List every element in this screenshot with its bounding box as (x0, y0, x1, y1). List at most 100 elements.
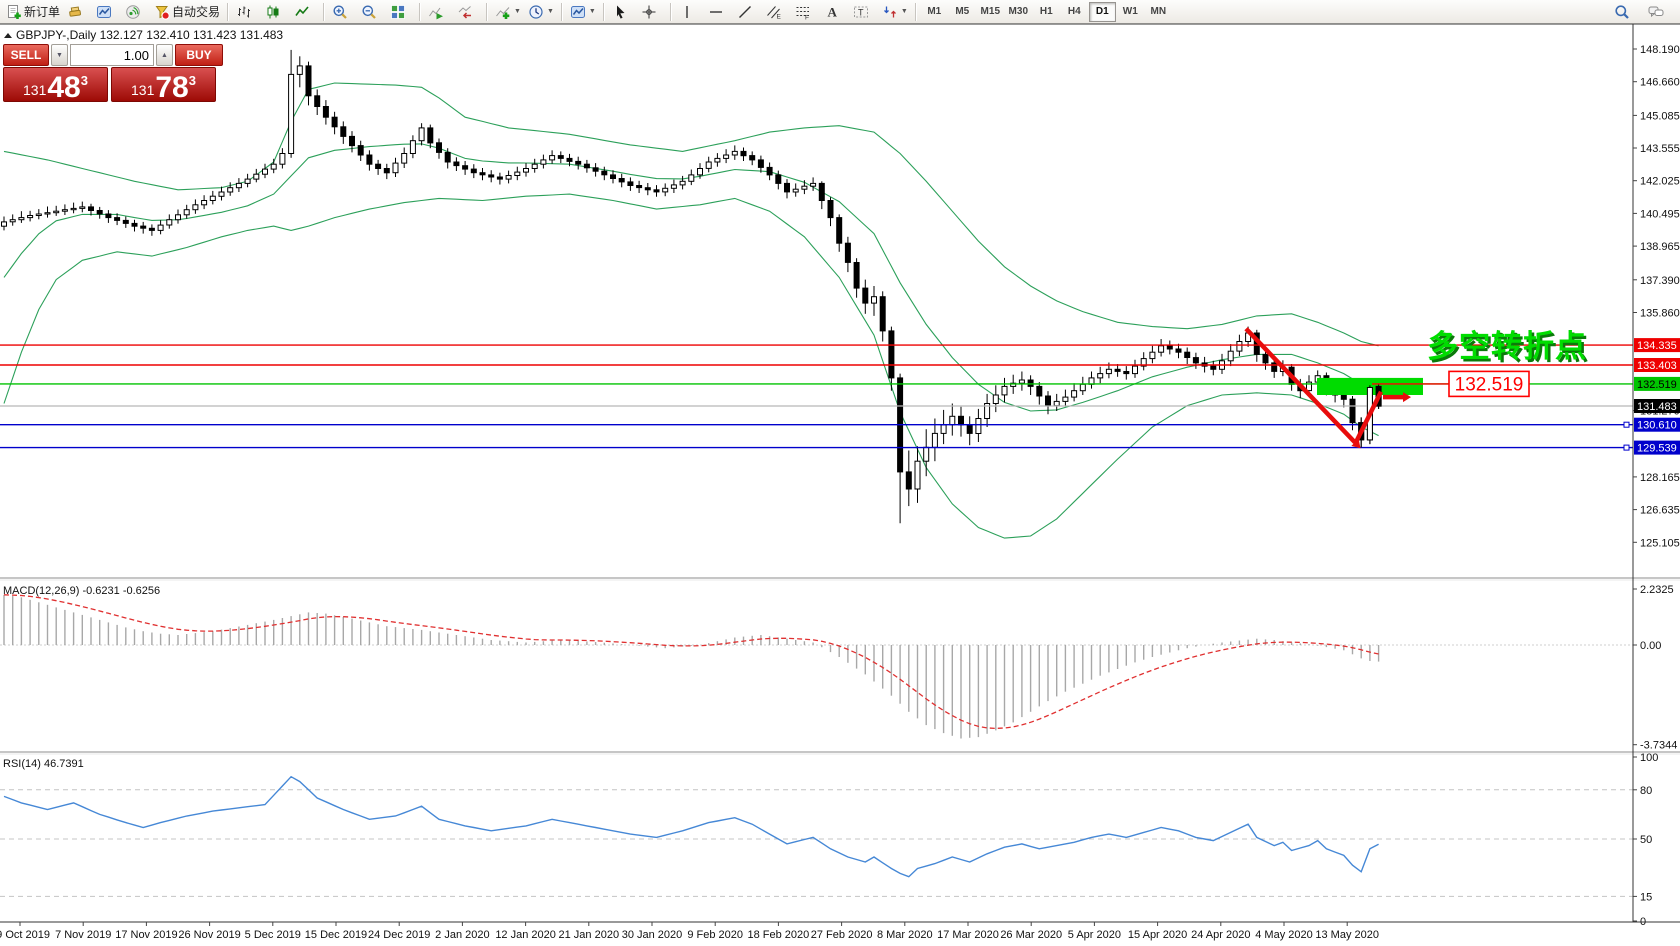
svg-text:12 Jan 2020: 12 Jan 2020 (495, 929, 556, 941)
dropdown-caret-icon[interactable]: ▼ (546, 8, 554, 15)
market-button[interactable] (64, 1, 92, 23)
candle (1036, 382, 1043, 405)
candle (462, 161, 469, 175)
toolbar-separator (602, 2, 605, 21)
arrows-button[interactable]: ▼ (879, 1, 911, 23)
timeframe-h4-button[interactable]: H4 (1067, 6, 1081, 17)
equidistant-channel-button[interactable]: E (763, 1, 791, 23)
candle (914, 446, 921, 503)
volume-decrease-button[interactable]: ▼ (51, 44, 68, 66)
candle (331, 111, 338, 135)
line-handle[interactable] (1623, 444, 1630, 451)
price-callout-132519[interactable]: 132.519 (1372, 370, 1530, 398)
candle (35, 209, 42, 220)
new-chart-button[interactable] (93, 1, 121, 23)
cursor-button[interactable] (609, 1, 637, 23)
text-label-button[interactable]: T (850, 1, 878, 23)
horizontal-line-button[interactable] (705, 1, 733, 23)
dropdown-caret-icon[interactable]: ▼ (514, 8, 521, 15)
tile-windows-button[interactable] (387, 1, 415, 23)
candle (1114, 364, 1121, 377)
current-price-badge: 131.483 (1634, 399, 1680, 413)
volume-increase-button[interactable]: ▲ (156, 44, 173, 66)
search-icon (1615, 4, 1629, 19)
indicators-button[interactable]: ▼ (492, 1, 524, 23)
candle (157, 220, 164, 235)
candle (514, 166, 521, 181)
text-button[interactable]: A (821, 1, 849, 23)
volume-input[interactable] (70, 44, 154, 66)
fibonacci-button[interactable]: F (792, 1, 820, 23)
dropdown-caret-icon[interactable]: ▼ (900, 8, 908, 15)
chart-shift-button[interactable] (454, 1, 482, 23)
zoom-in-button[interactable] (329, 1, 357, 23)
candle (801, 180, 808, 195)
candle (392, 157, 399, 177)
candles-icon (267, 5, 279, 18)
search-button[interactable] (1611, 1, 1639, 23)
timeframe-d1-button[interactable]: D1 (1088, 1, 1116, 22)
dropdown-caret-icon[interactable]: ▼ (588, 8, 596, 15)
candle (975, 408, 982, 442)
svg-text:29 Oct 2019: 29 Oct 2019 (0, 929, 50, 941)
periods-button[interactable]: ▼ (525, 1, 557, 23)
candlestick-chart-button[interactable] (262, 1, 290, 23)
svg-text:E: E (776, 13, 781, 20)
price-axis[interactable]: 148.190 146.660 145.085 143.555 142.025 140.4… (1632, 24, 1680, 922)
toolbar-separator (560, 2, 563, 21)
buy-button[interactable]: BUY (175, 44, 223, 66)
trendline-button[interactable] (734, 1, 762, 23)
templates-button[interactable]: ▼ (567, 1, 599, 23)
toolbar-separator (669, 2, 672, 21)
candle (148, 224, 155, 236)
zoom-out-button[interactable] (358, 1, 386, 23)
candle (792, 183, 799, 197)
timeframe-h1-button[interactable]: H1 (1039, 6, 1053, 17)
autotrading-button[interactable]: 自动交易 (151, 1, 223, 23)
timeframe-mn-button[interactable]: MN (1150, 6, 1167, 17)
chart-canvas[interactable]: 132.519 MACD(12,26,9) -0.6231 -0.6256 2.23… (0, 24, 1680, 946)
timeframe-m5-button[interactable]: M5 (955, 6, 970, 17)
sell-price-display[interactable]: 131 48 3 (3, 67, 108, 103)
sell-button[interactable]: SELL (3, 44, 49, 66)
timeframe-m30-button[interactable]: M30 (1008, 6, 1028, 17)
svg-text:A: A (827, 4, 837, 19)
vertical-line-button[interactable] (676, 1, 704, 23)
rsi-label: RSI(14) 46.7391 (3, 758, 84, 770)
candle (53, 205, 60, 216)
zoom-in-icon (333, 5, 347, 19)
candle (244, 173, 251, 188)
candle (114, 213, 121, 226)
buy-price-display[interactable]: 131 78 3 (111, 67, 216, 103)
svg-text:5 Apr 2020: 5 Apr 2020 (1068, 929, 1121, 941)
line-chart-button[interactable] (291, 1, 319, 23)
macd-pane[interactable]: MACD(12,26,9) -0.6231 -0.6256 2.2325 0.00 -… (0, 584, 1677, 752)
line-handle[interactable] (1623, 421, 1630, 428)
new-order-button[interactable]: 新订单 (3, 1, 63, 23)
macd-label: MACD(12,26,9) -0.6231 -0.6256 (3, 585, 160, 597)
signals-button[interactable] (122, 1, 150, 23)
signal-icon (126, 4, 140, 19)
bar-chart-button[interactable] (233, 1, 261, 23)
candle (688, 169, 695, 186)
timeframe-m15-button[interactable]: M15 (980, 6, 1000, 17)
crosshair-button[interactable] (638, 1, 666, 23)
candle (140, 221, 147, 234)
candle (105, 210, 112, 223)
candle (314, 89, 321, 115)
svg-text:21 Jan 2020: 21 Jan 2020 (559, 929, 620, 941)
toolbar-separator (323, 2, 326, 21)
candle (1192, 352, 1199, 369)
chat-button[interactable] (1645, 1, 1673, 23)
timeframe-m1-button[interactable]: M1 (927, 6, 942, 17)
red-trend-arrows[interactable] (1244, 327, 1411, 449)
candle (818, 181, 825, 210)
chart-window[interactable]: 132.519 MACD(12,26,9) -0.6231 -0.6256 2.23… (0, 24, 1680, 946)
candle (18, 211, 25, 223)
timeframe-w1-button[interactable]: W1 (1122, 6, 1138, 17)
auto-scroll-button[interactable] (425, 1, 453, 23)
